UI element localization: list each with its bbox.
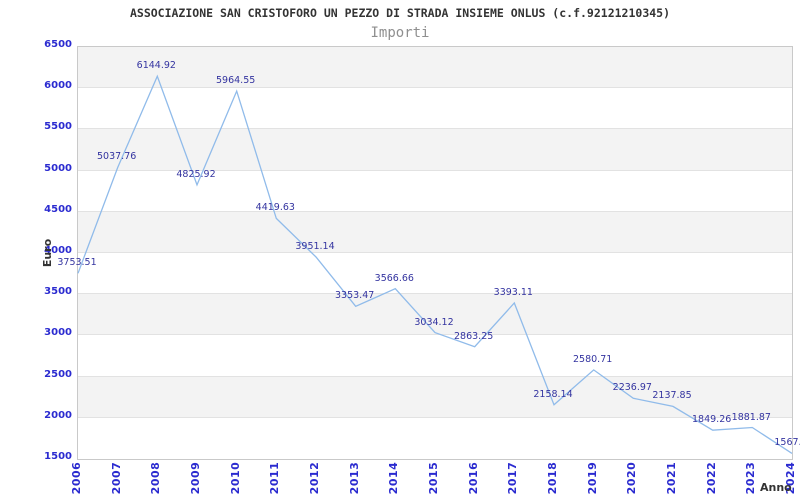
- line-series-svg: [77, 74, 793, 454]
- data-point-label: 3753.51: [57, 257, 97, 269]
- data-point-label: 3034.12: [414, 316, 454, 328]
- plot-band: [78, 335, 792, 377]
- y-tick-label: 3000: [44, 327, 72, 339]
- data-point-label: 2158.14: [533, 388, 573, 400]
- y-tick-label: 6500: [44, 39, 72, 50]
- x-axis-title: Anno: [760, 481, 792, 494]
- y-tick-label: 3500: [44, 286, 72, 298]
- x-tick-label: 2022: [704, 461, 718, 495]
- x-tick-label: 2009: [189, 461, 202, 495]
- x-tick-label: 2013: [347, 461, 361, 495]
- x-tick-label: 2020: [625, 461, 639, 495]
- chart-title: ASSOCIAZIONE SAN CRISTOFORO UN PEZZO DI …: [129, 6, 671, 20]
- y-tick-label: 5500: [44, 121, 72, 133]
- chart-subtitle: Importi: [370, 25, 430, 41]
- plot-band: [78, 253, 792, 295]
- plot-band: [78, 376, 792, 418]
- x-tick-label: 2021: [665, 461, 678, 495]
- data-point-label: 1881.87: [731, 411, 771, 423]
- y-tick-label: 5000: [44, 162, 72, 174]
- y-tick-label: 6000: [44, 80, 72, 92]
- y-axis-title: Euro: [41, 238, 54, 268]
- plot-band: [78, 294, 792, 336]
- data-point-label: 3353.47: [335, 290, 375, 302]
- data-point-label: 1567.4: [774, 437, 800, 449]
- data-point-label: 3393.11: [493, 287, 533, 298]
- x-tick-label: 2012: [308, 461, 321, 495]
- data-point-label: 5964.55: [216, 75, 256, 87]
- x-tick-label: 2010: [228, 461, 242, 495]
- y-tick-label: 2500: [44, 368, 72, 380]
- y-tick-label: 2000: [44, 409, 72, 421]
- data-line: [77, 74, 793, 454]
- data-point-label: 4419.63: [255, 202, 295, 214]
- x-tick-label: 2015: [427, 461, 440, 495]
- y-tick-label: 1500: [44, 451, 72, 462]
- data-point-label: 6144.92: [136, 60, 176, 72]
- x-tick-label: 2023: [744, 461, 758, 495]
- plot-band: [78, 129, 792, 171]
- plot-band: [78, 171, 792, 212]
- data-point-label: 5037.76: [97, 151, 137, 163]
- x-tick-label: 2008: [149, 461, 163, 495]
- x-tick-label: 2016: [466, 461, 480, 495]
- x-tick-label: 2017: [506, 461, 520, 495]
- data-point-label: 3951.14: [295, 241, 335, 253]
- x-tick-label: 2006: [70, 461, 83, 495]
- plot-band: [78, 47, 792, 89]
- plot-band: [78, 88, 792, 130]
- data-point-label: 2137.85: [652, 390, 692, 402]
- data-point-label: 2863.25: [454, 330, 494, 342]
- data-point-label: 2580.71: [573, 353, 613, 365]
- data-point-label: 1849.26: [692, 414, 732, 426]
- plot-area: [77, 46, 793, 460]
- x-tick-label: 2014: [387, 461, 401, 495]
- plot-band: [78, 211, 792, 253]
- x-tick-label: 2007: [109, 461, 123, 495]
- y-axis-title-wrap: Euro: [33, 239, 63, 267]
- data-point-label: 4825.92: [176, 168, 216, 180]
- x-tick-label: 2018: [546, 461, 559, 495]
- data-point-label: 2236.97: [612, 382, 652, 394]
- y-tick-label: 4000: [44, 245, 72, 256]
- data-point-label: 3566.66: [374, 272, 414, 284]
- y-tick-label: 4500: [44, 203, 72, 215]
- x-tick-label: 2011: [268, 461, 282, 495]
- x-tick-label: 2019: [585, 461, 599, 495]
